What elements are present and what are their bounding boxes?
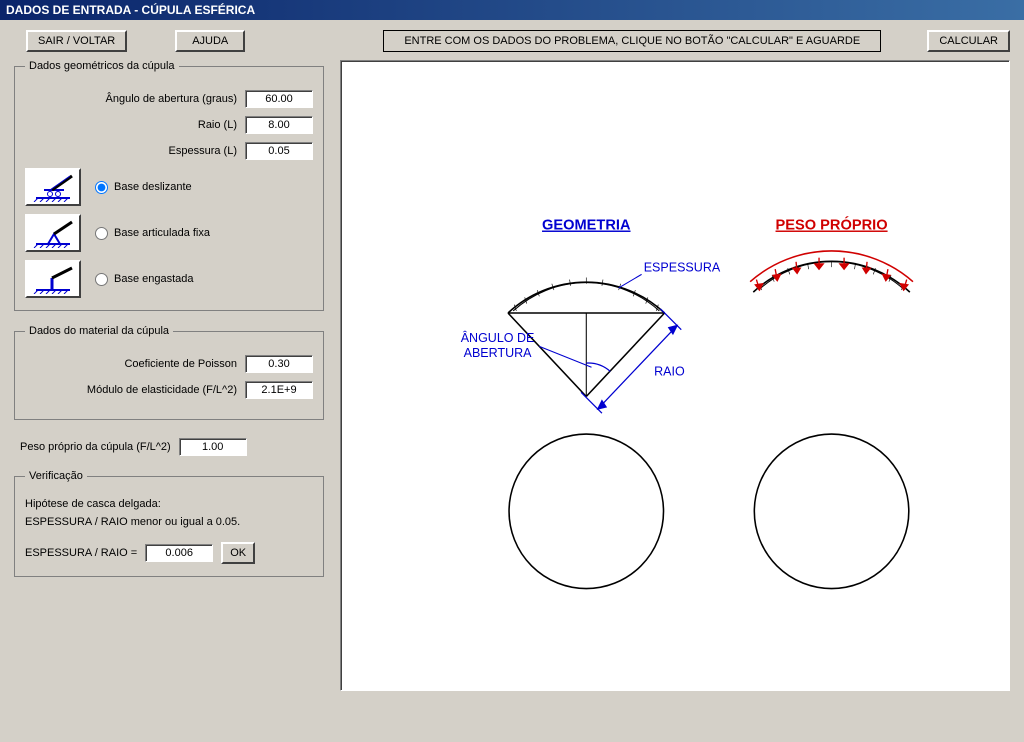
base-clamped-icon-button[interactable]: [25, 260, 81, 298]
base-pinned-radio[interactable]: [95, 227, 108, 240]
base-clamped-text: Base engastada: [114, 273, 194, 285]
angle-label: Ângulo de abertura (graus): [106, 93, 237, 105]
base-clamped-icon: [30, 264, 76, 294]
load-cross-section: [750, 251, 913, 292]
radius-label: Raio (L): [198, 119, 237, 131]
ok-button[interactable]: OK: [221, 542, 255, 564]
diagram-radius-dim: [581, 309, 681, 413]
thickness-input[interactable]: [245, 142, 313, 160]
help-button[interactable]: AJUDA: [175, 30, 245, 52]
diagram-radius-label: RAIO: [654, 365, 685, 379]
base-sliding-icon: [30, 172, 76, 202]
diagram-angle-label2: ABERTURA: [464, 346, 533, 360]
selfweight-input[interactable]: [179, 438, 247, 456]
diagram-svg: GEOMETRIA PESO PRÓPRIO: [341, 61, 1009, 690]
modulus-label: Módulo de elasticidade (F/L^2): [87, 384, 237, 396]
geometry-plan-circle: [509, 434, 663, 588]
title-bar: DADOS DE ENTRADA - CÚPULA ESFÉRICA: [0, 0, 1024, 20]
base-clamped-radio-label[interactable]: Base engastada: [95, 273, 194, 286]
verify-line1: Hipótese de casca delgada:: [25, 498, 313, 510]
ratio-output: [145, 544, 213, 562]
geometry-group: Dados geométricos da cúpula Ângulo de ab…: [14, 60, 324, 311]
diagram-angle-label1: ÂNGULO DE: [461, 330, 535, 345]
window-title: DADOS DE ENTRADA - CÚPULA ESFÉRICA: [6, 3, 255, 17]
diagram-load-title: PESO PRÓPRIO: [776, 216, 888, 234]
base-sliding-radio[interactable]: [95, 181, 108, 194]
load-plan-circle: [754, 434, 908, 588]
thickness-label: Espessura (L): [169, 145, 237, 157]
diagram-thickness-label: ESPESSURA: [644, 260, 721, 274]
material-legend: Dados do material da cúpula: [25, 325, 173, 337]
base-pinned-text: Base articulada fixa: [114, 227, 210, 239]
poisson-label: Coeficiente de Poisson: [124, 358, 237, 370]
poisson-input[interactable]: [245, 355, 313, 373]
selfweight-label: Peso próprio da cúpula (F/L^2): [20, 441, 171, 453]
status-banner: ENTRE COM OS DADOS DO PROBLEMA, CLIQUE N…: [383, 30, 881, 52]
calculate-button[interactable]: CALCULAR: [927, 30, 1010, 52]
verify-legend: Verificação: [25, 470, 87, 482]
base-pinned-radio-label[interactable]: Base articulada fixa: [95, 227, 210, 240]
diagram-geometry-title: GEOMETRIA: [542, 218, 631, 234]
material-group: Dados do material da cúpula Coeficiente …: [14, 325, 324, 420]
base-sliding-icon-button[interactable]: [25, 168, 81, 206]
radius-input[interactable]: [245, 116, 313, 134]
base-sliding-radio-label[interactable]: Base deslizante: [95, 181, 192, 194]
base-pinned-icon: [30, 218, 76, 248]
base-clamped-radio[interactable]: [95, 273, 108, 286]
verify-line2: ESPESSURA / RAIO menor ou igual a 0.05.: [25, 516, 313, 528]
ratio-label: ESPESSURA / RAIO =: [25, 547, 137, 559]
base-sliding-text: Base deslizante: [114, 181, 192, 193]
modulus-input[interactable]: [245, 381, 313, 399]
back-button[interactable]: SAIR / VOLTAR: [26, 30, 127, 52]
geometry-legend: Dados geométricos da cúpula: [25, 60, 179, 72]
diagram-canvas: GEOMETRIA PESO PRÓPRIO: [340, 60, 1010, 691]
angle-input[interactable]: [245, 90, 313, 108]
verify-group: Verificação Hipótese de casca delgada: E…: [14, 470, 324, 577]
base-pinned-icon-button[interactable]: [25, 214, 81, 252]
